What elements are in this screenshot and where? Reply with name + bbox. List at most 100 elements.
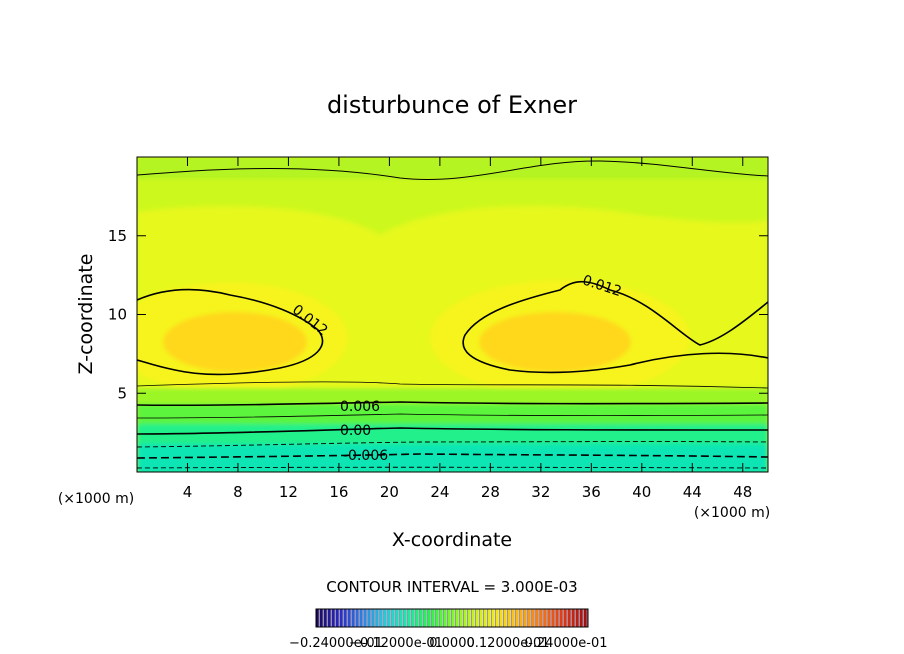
colorbar-stripe [452,609,455,627]
x-axis-ticks: 4 8 12 16 20 24 28 32 36 40 44 48 [183,157,752,501]
colorbar-stripe [496,609,499,627]
colorbar-stripe [540,609,543,627]
colorbar-stripe [388,609,391,627]
colorbar [316,609,588,627]
colorbar-stripe [560,609,563,627]
colorbar-stripe [548,609,551,627]
colorbar-stripe [512,609,515,627]
colorbar-frame [315,608,589,628]
colorbar-stripe [556,609,559,627]
colorbar-stripe [420,609,423,627]
contour-line-0.006-top [137,381,768,389]
x-tick-label: 20 [380,483,399,501]
colorbar-stripe [564,609,567,627]
plot-area: 0.012 0.012 0.006 0.00 -0.006 [137,157,768,472]
colorbar-stripe [404,609,407,627]
contour-label: 0.00 [340,423,371,439]
colorbar-stripe [580,609,583,627]
colorbar-label: −0.12000e-01 [349,636,443,651]
colorbar-label: 0.24000e-01 [525,636,608,651]
contour-label: -0.006 [343,448,388,464]
colorbar-stripe [380,609,383,627]
colorbar-stripe [516,609,519,627]
colorbar-stripe [584,609,587,627]
colorbar-stripe [460,609,463,627]
colorbar-stripe [412,609,415,627]
band-negative [137,424,768,446]
colorbar-stripe [436,609,439,627]
x-tick-label: 8 [233,483,243,501]
colorbar-label: 0.12000e-01 [467,636,550,651]
colorbar-stripe [408,609,411,627]
colorbar-stripe [396,609,399,627]
colorbar-stripe [344,609,347,627]
colorbar-stripe [444,609,447,627]
contour-line-0.00 [137,427,768,435]
colorbar-stripe [572,609,575,627]
colorbar-stripe [428,609,431,627]
colorbar-stripe [472,609,475,627]
contour-line-0.012-right [462,280,768,374]
colorbar-stripe [544,609,547,627]
y-axis-unit: (×1000 m) [58,491,134,507]
colorbar-label: 0.0000 [429,636,475,651]
colorbar-stripe [504,609,507,627]
colorbar-stripe [424,609,427,627]
colorbar-stripe [340,609,343,627]
x-tick-label: 24 [430,483,449,501]
colorbar-labels: −0.24000e-01−0.12000e-010.00000.12000e-0… [289,636,607,651]
colorbar-stripe [432,609,435,627]
colorbar-stripe [520,609,523,627]
colorbar-stripe [524,609,527,627]
band-max-right [479,312,631,372]
colorbar-stripe [348,609,351,627]
colorbar-stripe [320,609,323,627]
x-tick-label: 4 [183,483,193,501]
x-tick-label: 28 [481,483,500,501]
colorbar-stripe [372,609,375,627]
y-axis-ticks: 5 10 15 [108,227,768,402]
x-tick-label: 32 [531,483,550,501]
x-axis-label: X-coordinate [392,529,512,551]
colorbar-stripe [316,609,319,627]
colorbar-stripe [536,609,539,627]
colorbar-stripe [456,609,459,627]
colorbar-stripe [364,609,367,627]
colorbar-stripe [488,609,491,627]
band-max-left [163,312,307,372]
shaded-field [137,157,768,472]
colorbar-label: −0.24000e-01 [289,636,383,651]
x-tick-label: 44 [683,483,702,501]
contour-line-upper [137,160,768,181]
contour-line-neg-0.006 [137,453,768,459]
band-negative-strong [137,444,768,472]
contour-line-neg-0.009 [137,466,768,469]
contour-line-0.006 [137,401,768,407]
colorbar-stripe [352,609,355,627]
colorbar-stripe [360,609,363,627]
x-tick-label: 36 [582,483,601,501]
colorbar-stripe [576,609,579,627]
colorbar-stripe [324,609,327,627]
colorbar-stripe [484,609,487,627]
colorbar-stripe [468,609,471,627]
colorbar-stripe [328,609,331,627]
x-tick-label: 48 [733,483,752,501]
contour-lines [137,160,768,469]
colorbar-stripe [368,609,371,627]
colorbar-stripe [336,609,339,627]
contour-line-0.012-left [137,288,324,376]
y-tick-label: 15 [108,227,127,245]
colorbar-stripe [480,609,483,627]
colorbar-stripe [492,609,495,627]
colorbar-stripe [568,609,571,627]
x-tick-label: 40 [632,483,651,501]
colorbar-stripe [376,609,379,627]
colorbar-stripe [500,609,503,627]
colorbar-stripe [532,609,535,627]
x-axis-unit: (×1000 m) [694,505,770,521]
contour-line-0.003 [137,413,768,419]
contour-label: 0.006 [340,399,380,415]
colorbar-stripe [440,609,443,627]
band-weak-positive [137,388,768,406]
